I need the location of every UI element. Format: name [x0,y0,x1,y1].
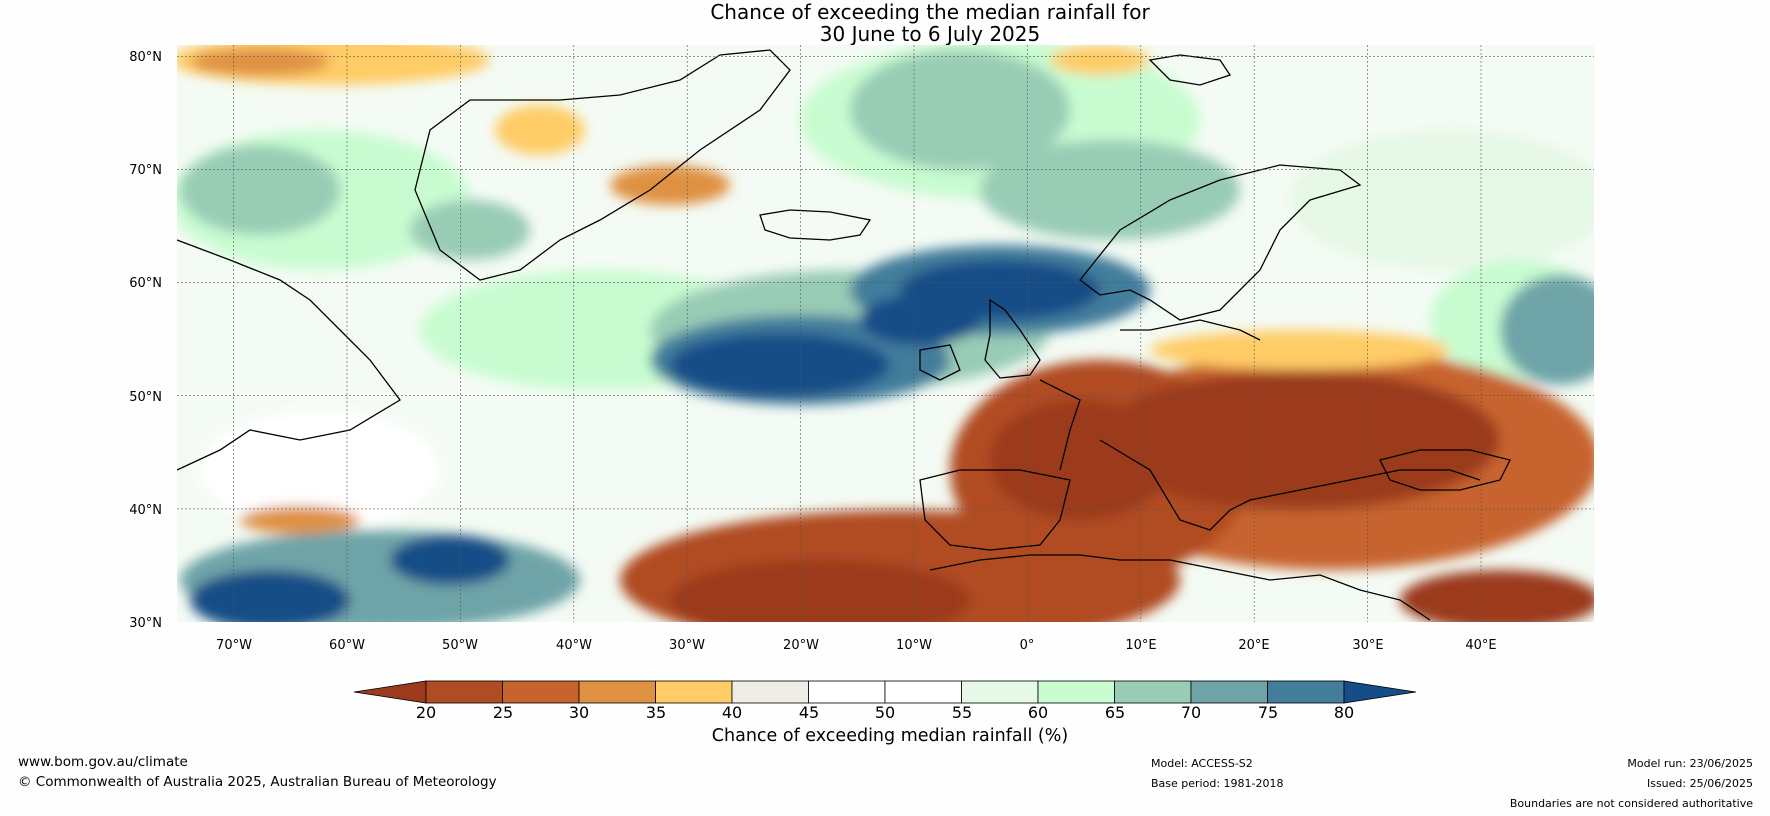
colorbar-segment [884,680,962,704]
colorbar-tick-labels: 20 25 30 35 40 45 50 55 60 65 70 75 80 [416,703,1354,722]
lon-label-10e: 10°E [1125,638,1156,653]
lat-label-40n: 40°N [129,503,162,518]
cb-tick-25: 25 [493,703,513,722]
lat-label-30n: 30°N [129,616,162,631]
lon-label-70w: 70°W [216,638,252,653]
coastlines [177,49,1511,621]
rainfall-field [177,45,1594,622]
boundaries-note: Boundaries are not considered authoritat… [1509,797,1753,810]
colorbar-segment [1114,680,1192,704]
graticule [177,45,1594,622]
cb-tick-60: 60 [1028,703,1048,722]
lon-label-0: 0° [1020,638,1035,653]
colorbar [353,680,1417,704]
lon-label-50w: 50°W [442,638,478,653]
model-run-date: Model run: 23/06/2025 [1627,757,1753,770]
cb-tick-50: 50 [875,703,895,722]
lon-label-40e: 40°E [1465,638,1496,653]
lon-label-60w: 60°W [329,638,365,653]
colorbar-title: Chance of exceeding median rainfall (%) [711,726,1069,746]
lat-label-70n: 70°N [129,163,162,178]
lon-label-10w: 10°W [896,638,932,653]
cb-tick-75: 75 [1258,703,1278,722]
cb-tick-80: 80 [1334,703,1354,722]
cb-tick-65: 65 [1105,703,1125,722]
colorbar-segment [808,680,886,704]
lat-label-60n: 60°N [129,276,162,291]
cb-tick-30: 30 [569,703,589,722]
colorbar-segment [1037,680,1115,704]
colorbar-segment [655,680,733,704]
lon-label-30w: 30°W [669,638,705,653]
cb-tick-40: 40 [722,703,742,722]
colorbar-segment [1190,680,1268,704]
cb-tick-55: 55 [952,703,972,722]
colorbar-segment [425,680,503,704]
lat-label-50n: 50°N [129,390,162,405]
lon-label-30e: 30°E [1352,638,1383,653]
lon-label-20w: 20°W [783,638,819,653]
lon-label-40w: 40°W [556,638,592,653]
cb-tick-20: 20 [416,703,436,722]
colorbar-segment [1267,680,1345,704]
base-period: Base period: 1981-2018 [1151,777,1284,790]
lon-label-20e: 20°E [1238,638,1269,653]
colorbar-segment [961,680,1039,704]
latitude-labels: 80°N 70°N 60°N 50°N 40°N 30°N [129,50,162,631]
issued-date: Issued: 25/06/2025 [1646,777,1753,790]
cb-tick-35: 35 [646,703,666,722]
copyright-text: © Commonwealth of Australia 2025, Austra… [18,774,497,790]
colorbar-segment [502,680,580,704]
bom-url[interactable]: www.bom.gov.au/climate [18,754,188,770]
map-title-line2: 30 June to 6 July 2025 [819,22,1041,46]
colorbar-segment [731,680,809,704]
longitude-labels: 70°W 60°W 50°W 40°W 30°W 20°W 10°W 0° 10… [216,638,1497,653]
lat-label-80n: 80°N [129,50,162,65]
model-name: Model: ACCESS-S2 [1151,757,1253,770]
colorbar-extend-low [353,680,427,704]
cb-tick-70: 70 [1181,703,1201,722]
map-title-line1: Chance of exceeding the median rainfall … [710,0,1150,24]
cb-tick-45: 45 [799,703,819,722]
colorbar-segment [578,680,656,704]
colorbar-extend-high [1343,680,1417,704]
